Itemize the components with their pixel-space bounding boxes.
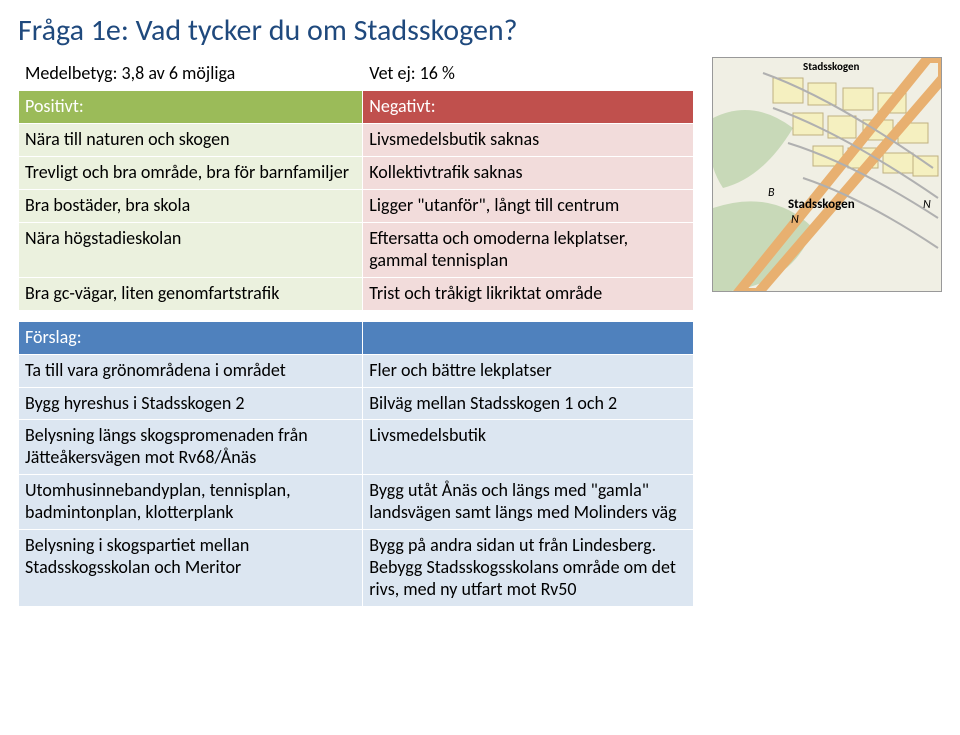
- negativt-header: Negativt:: [363, 90, 694, 123]
- pos-cell: Nära högstadieskolan: [19, 222, 363, 277]
- map-top-label: Stadsskogen: [803, 60, 860, 73]
- forslag-row: Ta till vara grönområdena i området Fler…: [19, 354, 694, 387]
- forslag-cell-left: Bygg hyreshus i Stadsskogen 2: [19, 387, 363, 420]
- forslag-cell-left: Belysning längs skogspromenaden från Jät…: [19, 420, 363, 475]
- pos-cell: Nära till naturen och skogen: [19, 123, 363, 156]
- forslag-cell-left: Utomhusinnebandyplan, tennisplan, badmin…: [19, 475, 363, 530]
- forslag-cell-left: Ta till vara grönområdena i området: [19, 354, 363, 387]
- pos-cell: Trevligt och bra område, bra för barnfam…: [19, 156, 363, 189]
- pair-row: Nära till naturen och skogen Livsmedelsb…: [19, 123, 694, 156]
- forslag-cell-right: Bygg på andra sidan ut från Lindesberg. …: [363, 530, 694, 607]
- positivt-header: Positivt:: [19, 90, 363, 123]
- forslag-row: Bygg hyreshus i Stadsskogen 2 Bilväg mel…: [19, 387, 694, 420]
- neg-cell: Ligger "utanför", långt till centrum: [363, 189, 694, 222]
- main-layout: Medelbetyg: 3,8 av 6 möjliga Vet ej: 16 …: [18, 57, 942, 607]
- neg-cell: Livsmedelsbutik saknas: [363, 123, 694, 156]
- rating-right: Vet ej: 16 %: [363, 58, 694, 91]
- pos-cell: Bra bostäder, bra skola: [19, 189, 363, 222]
- map-svg: Stadsskogen Stadsskogen B N N: [713, 58, 942, 292]
- spacer-row: [19, 310, 694, 321]
- rating-row: Medelbetyg: 3,8 av 6 möjliga Vet ej: 16 …: [19, 58, 694, 91]
- pair-row: Nära högstadieskolan Eftersatta och omod…: [19, 222, 694, 277]
- survey-table: Medelbetyg: 3,8 av 6 möjliga Vet ej: 16 …: [18, 57, 694, 607]
- forslag-cell-right: Bygg utåt Ånäs och längs med "gamla" lan…: [363, 475, 694, 530]
- neg-cell: Trist och tråkigt likriktat område: [363, 277, 694, 310]
- pos-cell: Bra gc-vägar, liten genomfartstrafik: [19, 277, 363, 310]
- map-center-label: Stadsskogen: [788, 197, 855, 212]
- neg-cell: Kollektivtrafik saknas: [363, 156, 694, 189]
- pair-row: Bra bostäder, bra skola Ligger "utanför"…: [19, 189, 694, 222]
- pair-row: Trevligt och bra område, bra för barnfam…: [19, 156, 694, 189]
- map-letter-b: B: [768, 186, 775, 200]
- forslag-cell-right: Livsmedelsbutik: [363, 420, 694, 475]
- pos-neg-header: Positivt: Negativt:: [19, 90, 694, 123]
- map-letter-n2: N: [923, 198, 931, 212]
- map-thumbnail: Stadsskogen Stadsskogen B N N: [712, 57, 942, 292]
- forslag-row: Belysning i skogspartiet mellan Stadssko…: [19, 530, 694, 607]
- rating-left: Medelbetyg: 3,8 av 6 möjliga: [19, 58, 363, 91]
- forslag-cell-left: Belysning i skogspartiet mellan Stadssko…: [19, 530, 363, 607]
- forslag-cell-right: Fler och bättre lekplatser: [363, 354, 694, 387]
- forslag-header: Förslag:: [19, 321, 694, 354]
- page-title: Fråga 1e: Vad tycker du om Stadsskogen?: [18, 12, 942, 49]
- table-column: Medelbetyg: 3,8 av 6 möjliga Vet ej: 16 …: [18, 57, 694, 607]
- forslag-row: Utomhusinnebandyplan, tennisplan, badmin…: [19, 475, 694, 530]
- neg-cell: Eftersatta och omoderna lekplatser, gamm…: [363, 222, 694, 277]
- forslag-cell-right: Bilväg mellan Stadsskogen 1 och 2: [363, 387, 694, 420]
- forslag-row: Belysning längs skogspromenaden från Jät…: [19, 420, 694, 475]
- map-letter-n1: N: [791, 213, 799, 227]
- forslag-right: [363, 321, 694, 354]
- pair-row: Bra gc-vägar, liten genomfartstrafik Tri…: [19, 277, 694, 310]
- forslag-label: Förslag:: [19, 321, 363, 354]
